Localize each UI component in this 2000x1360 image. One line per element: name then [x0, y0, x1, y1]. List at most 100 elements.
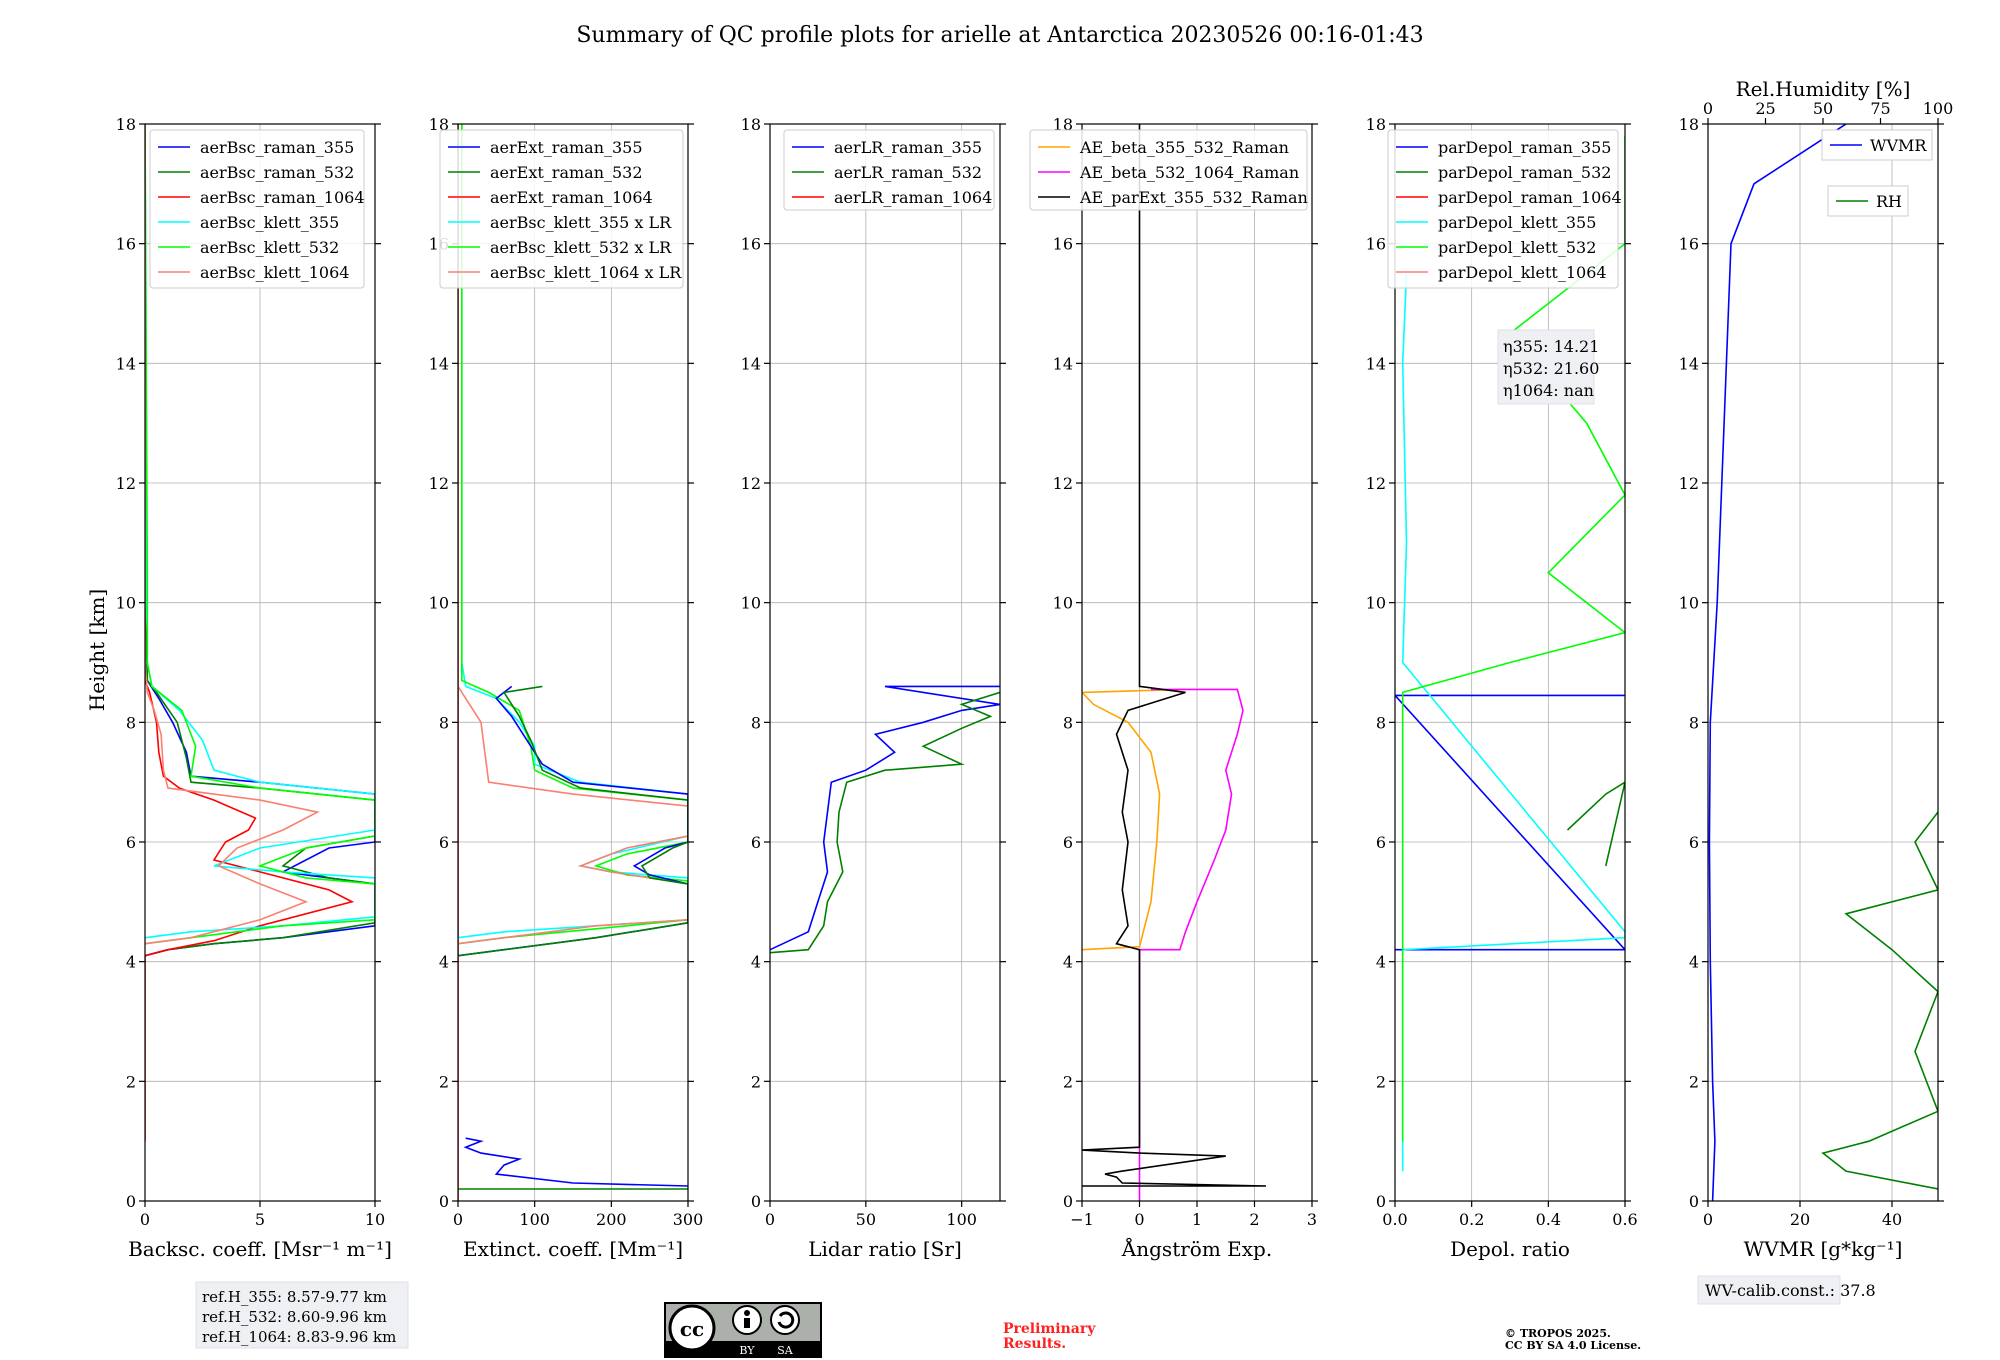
legend-label: RH [1876, 192, 1902, 211]
series-group [458, 124, 688, 1201]
y-tick-label: 4 [1376, 953, 1386, 972]
y-tick-label: 10 [741, 594, 761, 613]
top-x-axis-label: Rel.Humidity [%] [1736, 77, 1911, 101]
x-tick-label: 1 [1192, 1210, 1202, 1229]
legend-label: aerLR_raman_355 [834, 138, 982, 157]
legend-label: WVMR [1870, 136, 1927, 155]
cc-icon: cc [680, 1317, 704, 1341]
y-tick-label: 16 [1366, 235, 1386, 254]
legend-label: parDepol_raman_532 [1438, 163, 1611, 182]
legend-label: aerBsc_raman_532 [200, 163, 354, 182]
legend-label: aerBsc_raman_1064 [200, 188, 365, 207]
y-tick-label: 0 [751, 1192, 761, 1211]
eta-value: η355: 14.21 [1503, 337, 1599, 356]
x-tick-label: 0 [140, 1210, 150, 1229]
series-line-blue-extinction-upper [458, 685, 688, 957]
x-tick-label: 0.0 [1382, 1210, 1407, 1229]
series-line-aerbsc-klett-532 [145, 124, 375, 945]
x-tick-label: 10 [365, 1210, 385, 1229]
x-tick-label: 5 [255, 1210, 265, 1229]
legend-label: aerBsc_klett_532 x LR [490, 238, 672, 257]
top-x-tick-label: 0 [1703, 99, 1713, 118]
y-tick-label: 6 [1376, 833, 1386, 852]
y-tick-label: 2 [1376, 1072, 1386, 1091]
series-line-aerbsc-raman-532 [145, 124, 375, 957]
x-tick-label: 50 [856, 1210, 876, 1229]
legend-label: AE_parExt_355_532_Raman [1079, 188, 1308, 207]
series-group [145, 124, 375, 1142]
y-tick-label: 10 [1679, 594, 1699, 613]
x-tick-label: 0 [1703, 1210, 1713, 1229]
legend-label: parDepol_klett_532 [1438, 238, 1596, 257]
y-tick-label: 0 [126, 1192, 136, 1211]
x-tick-label: 20 [1790, 1210, 1810, 1229]
legend-label: aerBsc_klett_1064 x LR [490, 263, 682, 282]
series-line-green-extinction-upper [458, 685, 688, 957]
y-tick-label: 12 [1053, 474, 1073, 493]
copyright-line1: © TROPOS 2025. [1505, 1327, 1611, 1340]
ref-height-1064: ref.H_1064: 8.83-9.96 km [202, 1328, 396, 1346]
top-x-tick-label: 75 [1870, 99, 1890, 118]
series-group [1082, 124, 1267, 1201]
ref-height-355: ref.H_355: 8.57-9.77 km [202, 1288, 387, 1306]
x-tick-label: 0 [1134, 1210, 1144, 1229]
x-axis-label: Depol. ratio [1450, 1237, 1570, 1261]
y-tick-label: 10 [1053, 594, 1073, 613]
legend-wvmr: WVMR [1821, 129, 1933, 161]
top-x-tick-label: 50 [1813, 99, 1833, 118]
series-line-wvmr [1708, 124, 1847, 1201]
legend-rh: RH [1827, 185, 1909, 217]
series-line-aerext-raman-355 [463, 1137, 688, 1187]
legend-box [439, 129, 684, 289]
cc-sa-label: SA [777, 1344, 794, 1357]
y-tick-label: 4 [126, 953, 136, 972]
x-tick-label: 300 [673, 1210, 704, 1229]
x-axis-label: Backsc. coeff. [Msr⁻¹ m⁻¹] [128, 1237, 392, 1261]
panel-5: 0 2 4 6 8 10 12 14 16 18 0.0 0.2 0.4 0.6 Depol. ratio p… [1366, 115, 1638, 1261]
eta-value: η532: 21.60 [1503, 359, 1599, 378]
x-tick-label: 3 [1307, 1210, 1317, 1229]
x-axis-label: Lidar ratio [Sr] [808, 1237, 962, 1261]
y-tick-label: 4 [439, 953, 449, 972]
eta-value: η1064: nan [1503, 381, 1594, 400]
series-group [1708, 124, 1938, 1201]
series-line-pardepol-raman-532 [1566, 781, 1625, 867]
y-tick-label: 0 [439, 1192, 449, 1211]
x-tick-label: 100 [946, 1210, 977, 1229]
x-tick-label: 2 [1249, 1210, 1259, 1229]
y-tick-label: 14 [1679, 354, 1699, 373]
series-line-aerbsc-klett-1064-x-lr [458, 124, 688, 945]
y-tick-label: 2 [1689, 1072, 1699, 1091]
legend-label: aerLR_raman_532 [834, 163, 982, 182]
x-tick-label: 0.6 [1612, 1210, 1637, 1229]
y-tick-label: 8 [126, 713, 136, 732]
y-tick-label: 8 [751, 713, 761, 732]
x-axis-label: Ångström Exp. [1121, 1236, 1272, 1261]
y-tick-label: 8 [1376, 713, 1386, 732]
y-tick-label: 0 [1689, 1192, 1699, 1211]
series-line-rh [1821, 811, 1938, 1190]
series-line-aerbsc-klett-532-x-lr [458, 124, 688, 945]
y-tick-label: 8 [439, 713, 449, 732]
eta-box-bg [1497, 329, 1595, 405]
series-line-aerlr-raman-532 [770, 691, 1000, 954]
y-tick-label: 18 [116, 115, 136, 134]
series-line-pardepol-klett-355 [1401, 273, 1625, 1172]
series-line-ae-beta-532-1064-raman [1138, 688, 1244, 1201]
cc-license-badge: cc BY SA [664, 1302, 822, 1358]
y-tick-label: 0 [1063, 1192, 1073, 1211]
axes-frame [769, 123, 1001, 1202]
y-tick-label: 14 [1366, 354, 1386, 373]
series-line-aerlr-raman-355 [770, 685, 1000, 951]
legend: aerBsc_raman_355 aerBsc_raman_532 aerBsc_r… [149, 129, 365, 289]
x-tick-label: 0 [453, 1210, 463, 1229]
y-tick-label: 10 [116, 594, 136, 613]
y-tick-label: 2 [1063, 1072, 1073, 1091]
y-tick-label: 16 [1053, 235, 1073, 254]
legend-label: aerBsc_klett_532 [200, 238, 339, 257]
y-tick-label: 10 [429, 594, 449, 613]
figure-title: Summary of QC profile plots for arielle … [576, 23, 1423, 48]
